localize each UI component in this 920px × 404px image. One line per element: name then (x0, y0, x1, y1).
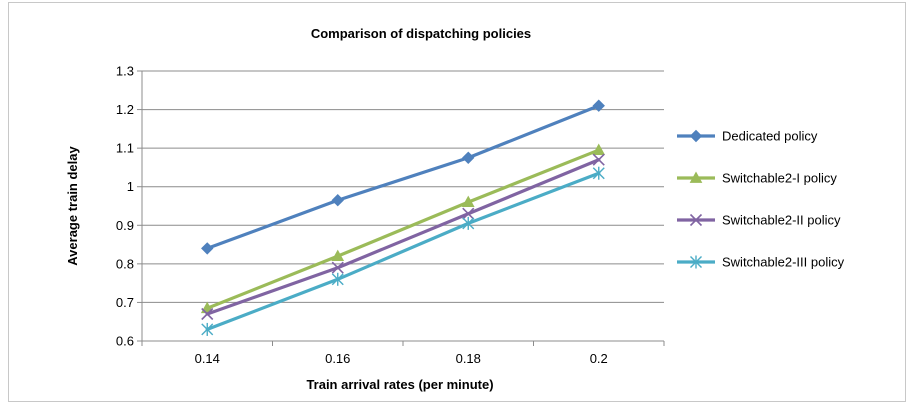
legend-label: Switchable2-I policy (722, 171, 837, 186)
y-tick-label: 1.3 (116, 64, 134, 79)
series-line (205, 158, 601, 316)
y-tick-label: 1.2 (116, 102, 134, 117)
y-tick-labels: 0.6 0.7 0.8 0.9 1 1.1 1.2 1.3 (116, 64, 134, 349)
series-line (205, 148, 601, 310)
y-axis-title: Average train delay (65, 146, 80, 266)
series-4 (201, 166, 605, 336)
series-line (205, 171, 601, 332)
legend-label: Switchable2-II policy (722, 213, 841, 228)
data-point (462, 207, 475, 220)
series-line (205, 104, 601, 251)
legend-item-1: Dedicated policy (677, 129, 818, 144)
data-point (592, 153, 605, 166)
marker-stroke (689, 213, 703, 227)
legend-label: Dedicated policy (722, 129, 818, 144)
series-lines (200, 99, 606, 336)
legend-item-4: Switchable2-III policy (677, 255, 845, 270)
data-point (689, 171, 703, 183)
gridlines (142, 70, 664, 303)
data-point (592, 143, 606, 155)
y-tick-label: 0.9 (116, 218, 134, 233)
x-tick-label: 0.16 (325, 351, 350, 366)
series-2 (200, 143, 606, 314)
marker-stroke (201, 307, 214, 321)
marker-stroke (462, 207, 475, 220)
legend-item-3: Switchable2-II policy (677, 213, 841, 228)
data-point (331, 272, 344, 286)
data-point (331, 249, 345, 262)
marker-stroke (331, 261, 344, 274)
y-tick-label: 0.6 (116, 334, 134, 349)
series-1 (201, 99, 605, 255)
y-tick-label: 1.1 (116, 141, 134, 156)
x-axis-title: Train arrival rates (per minute) (306, 377, 493, 392)
data-point (331, 194, 344, 207)
data-point (690, 255, 702, 269)
data-point (462, 216, 475, 230)
data-point (592, 166, 605, 180)
y-tick-label: 1 (127, 179, 134, 194)
line-chart: Comparison of dispatching policies 0.60.… (65, 26, 845, 392)
data-point (461, 195, 475, 208)
x-tick-label: 0.2 (590, 351, 608, 366)
data-point (201, 242, 214, 255)
legend-item-2: Switchable2-I policy (677, 171, 837, 186)
data-point (592, 99, 605, 112)
chart-title: Comparison of dispatching policies (311, 26, 531, 41)
data-point (201, 307, 214, 321)
axes (137, 70, 665, 346)
data-point (462, 151, 475, 164)
data-point (689, 213, 703, 227)
chart-frame: Comparison of dispatching policies 0.6 0.… (8, 2, 906, 402)
series-3 (201, 153, 605, 321)
y-tick-label: 0.8 (116, 256, 134, 271)
x-tick-labels: 0.14 0.16 0.18 0.2 (195, 351, 608, 366)
legend-label: Switchable2-III policy (722, 255, 845, 270)
data-point (201, 322, 214, 336)
marker-stroke (592, 153, 605, 166)
x-tick-label: 0.18 (456, 351, 481, 366)
y-tick-label: 0.7 (116, 295, 134, 310)
data-point (689, 129, 703, 143)
data-point (331, 261, 344, 274)
legend: Dedicated policy Switchable2-I policy Swit… (677, 129, 845, 270)
x-tick-label: 0.14 (195, 351, 220, 366)
